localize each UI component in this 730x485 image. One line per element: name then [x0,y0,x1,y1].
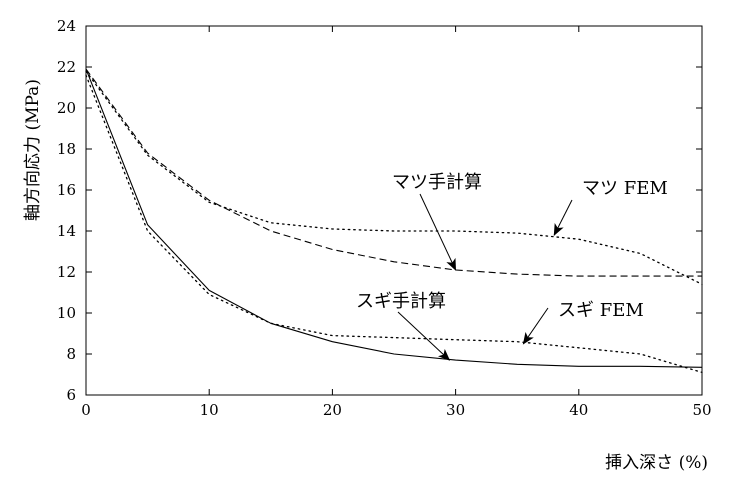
annotation-arrow-1 [553,199,573,236]
annotation-arrow-2 [397,311,451,361]
y-tick-label: 6 [66,386,76,404]
y-tick-label: 16 [57,181,76,199]
x-tick-label: 10 [200,401,219,419]
y-tick-label: 10 [57,304,76,322]
y-axis-title: 軸方向応力 (MPa) [23,79,43,221]
x-tick-label: 50 [692,401,711,419]
series-line-3 [85,74,703,374]
y-tick-label: 22 [57,58,76,76]
annotation-arrow-0 [419,193,457,271]
annotation-label-2: スギ手計算 [356,291,446,312]
series-line-2 [85,68,703,368]
annotation-label-0: マツ手計算 [392,172,482,193]
y-tick-label: 18 [57,140,76,158]
annotation-label-3: スギ FEM [558,300,644,321]
series-line-1 [85,70,703,285]
x-tick-label: 20 [323,401,342,419]
annotation-arrow-3 [522,307,549,345]
x-tick-label: 0 [81,401,91,419]
y-tick-label: 14 [57,222,76,240]
annotation-label-1: マツ FEM [582,178,668,199]
y-tick-label: 12 [57,263,76,281]
x-tick-label: 30 [446,401,465,419]
series-line-0 [85,68,702,277]
plot-frame [85,25,703,396]
y-tick-label: 24 [57,17,76,35]
x-tick-label: 40 [569,401,588,419]
y-tick-label: 8 [66,345,76,363]
x-axis-title: 挿入深さ (%) [605,453,708,473]
y-tick-label: 20 [57,99,76,117]
